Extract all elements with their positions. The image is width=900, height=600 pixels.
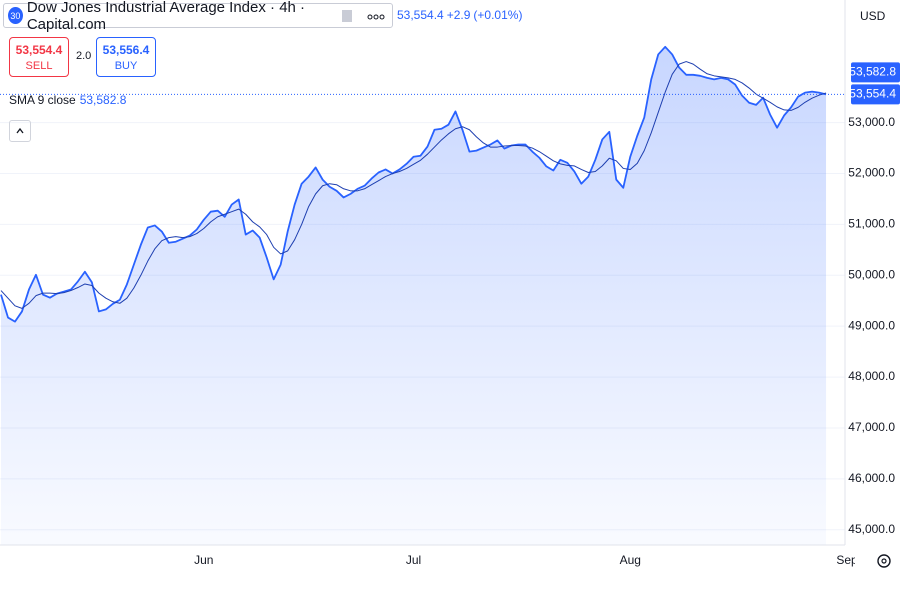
buy-label: BUY: [114, 60, 138, 72]
price-line: [0, 45, 827, 323]
quote-last: 53,554.4: [397, 8, 444, 22]
y-tick-label: 45,000.0: [848, 522, 895, 536]
currency[interactable]: USD: [860, 9, 886, 23]
symbol-badge: 30: [8, 7, 23, 24]
y-tick-label: 47,000.0: [848, 420, 895, 434]
quote-change: +2.9: [446, 8, 471, 22]
x-axis: Jun Jul Aug Sep: [194, 553, 858, 567]
area-fill: [1, 46, 827, 545]
price-label: 53,554.4: [849, 87, 896, 101]
x-tick-label: Jul: [406, 553, 421, 567]
legend-name: SMA 9 close: [9, 93, 76, 107]
legend-value: 53,582.8: [79, 93, 127, 107]
indicator-legend[interactable]: SMA 9 close 53,582.8: [9, 93, 126, 107]
price-label-box: [851, 84, 900, 105]
price-label-box: [851, 62, 900, 83]
y-axis: 45,000.0 46,000.0 47,000.0 48,000.0 49,000.0…: [848, 62, 900, 536]
symbol-header[interactable]: 30 Dow Jones Industrial Average Index · …: [3, 0, 393, 33]
y-tick-label: 50,000.0: [848, 267, 895, 281]
plot-area: [0, 45, 845, 545]
settings-icon[interactable]: [877, 554, 891, 568]
x-tick-label: Jun: [194, 553, 213, 567]
y-tick-label: 52,000.0: [848, 166, 895, 180]
y-tick-label: 48,000.0: [848, 369, 895, 383]
header-icons: [342, 9, 385, 22]
sell-button[interactable]: 53,554.4 SELL: [9, 37, 69, 77]
chevron-icon: [16, 127, 24, 134]
x-tick-label: Sep: [836, 553, 858, 567]
spread: 2.0: [76, 50, 92, 62]
sell-label: SELL: [25, 60, 53, 72]
buy-price: 53,556.4: [102, 43, 150, 57]
symbol-title: Dow Jones Industrial Average Index · 4h …: [26, 0, 306, 33]
buy-button[interactable]: 53,556.4 BUY: [96, 37, 156, 77]
quote-change-pct: (+0.01%): [473, 8, 523, 22]
sell-price: 53,554.4: [15, 43, 63, 57]
y-tick-label: 46,000.0: [848, 471, 895, 485]
y-tick-label: 51,000.0: [848, 217, 895, 231]
collapse-button[interactable]: [9, 120, 31, 142]
price-label: 53,582.8: [849, 65, 896, 79]
sma-line: [0, 61, 827, 309]
y-tick-label: 49,000.0: [848, 318, 895, 332]
y-tick-label: 53,000.0: [848, 115, 895, 129]
x-tick-label: Aug: [620, 553, 641, 567]
quote: 53,554.4 +2.9 (+0.01%): [397, 8, 525, 22]
